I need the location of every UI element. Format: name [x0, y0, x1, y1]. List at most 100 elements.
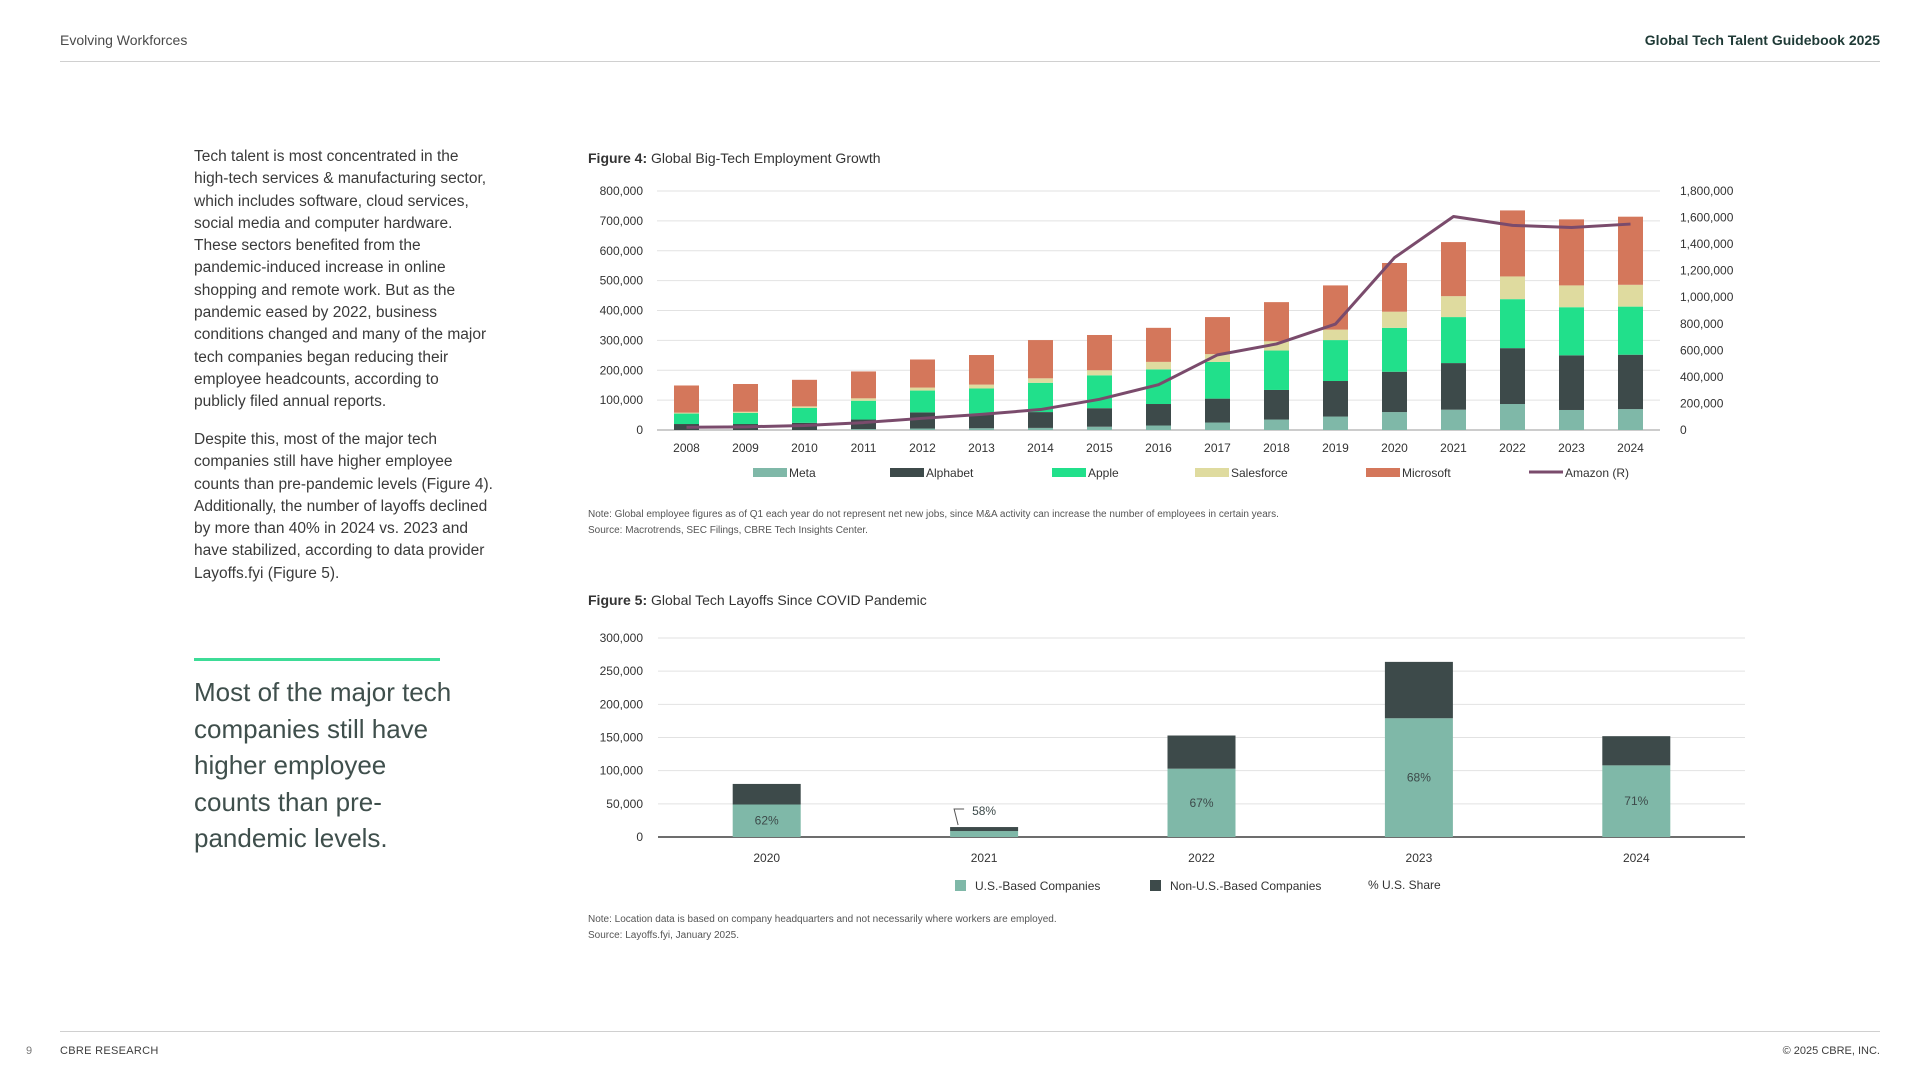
footer-copyright: © 2025 CBRE, INC.	[1782, 1045, 1880, 1057]
bar-segment-salesforce	[1559, 285, 1584, 308]
bar-segment-alphabet	[1500, 348, 1525, 405]
page-number: 9	[26, 1045, 33, 1057]
legend-label: Non-U.S.-Based Companies	[1170, 879, 1321, 893]
legend-swatch	[1150, 880, 1161, 891]
bar-segment-salesforce	[1028, 378, 1053, 383]
bar-segment-salesforce	[792, 406, 817, 408]
x-tick-label: 2015	[1086, 441, 1113, 455]
us-bar	[1384, 718, 1453, 837]
y-tick-label: 100,000	[600, 764, 644, 778]
bar-segment-meta	[969, 428, 994, 430]
legend-swatch	[1366, 468, 1400, 477]
bar-segment-apple	[1087, 375, 1112, 409]
figure-5-source: Source: Layoffs.fyi, January 2025.	[588, 930, 740, 941]
bar-segment-alphabet	[1382, 371, 1407, 413]
figure-4-title: Figure 4: Global Big-Tech Employment Gro…	[588, 150, 881, 166]
x-tick-label: 2020	[1381, 441, 1408, 455]
x-tick-label: 2020	[753, 851, 780, 865]
bar-segment-apple	[1205, 361, 1230, 399]
y-tick-label: 300,000	[600, 631, 644, 645]
bar-segment-microsoft	[792, 379, 817, 407]
x-tick-label: 2022	[1188, 851, 1215, 865]
bar-segment-apple	[792, 407, 817, 423]
footer-brand: CBRE RESEARCH	[60, 1045, 159, 1057]
bar-segment-alphabet	[1618, 354, 1643, 410]
y2-tick-label: 600,000	[1680, 343, 1724, 357]
legend-swatch	[1052, 468, 1086, 477]
us-bar	[950, 831, 1019, 837]
bar-segment-salesforce	[851, 398, 876, 401]
x-tick-label: 2013	[968, 441, 995, 455]
x-tick-label: 2024	[1623, 851, 1650, 865]
bar-segment-apple	[969, 388, 994, 414]
legend-label: U.S.-Based Companies	[975, 879, 1100, 893]
bar-segment-microsoft	[910, 359, 935, 388]
y-tick-label: 300,000	[600, 333, 644, 347]
section-title: Evolving Workforces	[60, 32, 188, 48]
legend-swatch	[890, 468, 924, 477]
bar-segment-meta	[1146, 425, 1171, 430]
x-tick-label: 2010	[791, 441, 818, 455]
legend-label: Amazon (R)	[1565, 466, 1629, 480]
y2-tick-label: 0	[1680, 423, 1687, 437]
legend-swatch	[955, 880, 966, 891]
body-paragraph-1: Tech talent is most concentrated in the …	[194, 148, 487, 411]
bar-segment-microsoft	[674, 385, 699, 413]
y-tick-label: 600,000	[600, 244, 644, 258]
share-leader-line	[953, 808, 965, 826]
bar-segment-apple	[1323, 340, 1348, 382]
figure-4-note: Note: Global employee figures as of Q1 e…	[588, 509, 1279, 520]
figure-5-caption: Global Tech Layoffs Since COVID Pandemic	[651, 592, 927, 608]
y2-tick-label: 200,000	[1680, 396, 1724, 410]
bar-segment-salesforce	[674, 412, 699, 414]
bar-segment-apple	[1382, 327, 1407, 372]
bar-segment-microsoft	[1500, 210, 1525, 277]
bar-segment-apple	[1500, 299, 1525, 349]
publication-title: Global Tech Talent Guidebook 2025	[1644, 32, 1880, 48]
bar-segment-meta	[1028, 427, 1053, 430]
bar-segment-microsoft	[1146, 327, 1171, 362]
x-tick-label: 2011	[851, 441, 877, 455]
bar-segment-microsoft	[1382, 262, 1407, 312]
figure-5-title: Figure 5: Global Tech Layoffs Since COVI…	[588, 592, 927, 608]
y2-tick-label: 400,000	[1680, 370, 1724, 384]
bar-segment-alphabet	[1323, 381, 1348, 417]
y2-tick-label: 1,400,000	[1680, 237, 1734, 251]
bar-segment-alphabet	[1028, 412, 1053, 428]
bar-segment-meta	[1087, 426, 1112, 430]
bar-segment-salesforce	[1323, 329, 1348, 341]
us-bar	[732, 804, 801, 837]
bar-segment-meta	[1559, 409, 1584, 430]
pull-quote: Most of the major tech companies still h…	[194, 677, 452, 853]
y-tick-label: 150,000	[600, 731, 644, 745]
bar-segment-meta	[1264, 419, 1289, 430]
bar-segment-apple	[910, 390, 935, 413]
figure-4-notes: Note: Global employee figures as of Q1 e…	[588, 507, 1279, 539]
bar-segment-salesforce	[1146, 361, 1171, 370]
x-tick-label: 2008	[673, 441, 700, 455]
x-tick-label: 2021	[971, 851, 998, 865]
y-tick-label: 100,000	[600, 393, 644, 407]
bar-segment-salesforce	[1264, 341, 1289, 351]
bar-segment-meta	[1205, 422, 1230, 430]
x-tick-label: 2021	[1440, 441, 1467, 455]
x-tick-label: 2012	[909, 441, 936, 455]
y-tick-label: 700,000	[600, 214, 644, 228]
share-label: 71%	[1624, 794, 1648, 808]
employment-growth-chart: 0 100,000 200,000 300,000 400,000 500,000 600,…	[600, 184, 1734, 480]
y2-tick-label: 1,800,000	[1680, 184, 1734, 198]
bar-segment-meta	[851, 429, 876, 430]
legend-label-share: % U.S. Share	[1368, 878, 1441, 892]
bar-segment-apple	[1441, 317, 1466, 364]
x-tick-label: 2022	[1499, 441, 1526, 455]
bar-segment-meta	[1382, 412, 1407, 430]
bar-segment-apple	[1264, 350, 1289, 390]
bar-segment-microsoft	[851, 371, 876, 399]
layoffs-chart: 0 50,000 100,000 150,000 200,000 250,000 300,0…	[600, 631, 1745, 893]
bar-segment-alphabet	[1559, 355, 1584, 410]
bar-segment-microsoft	[1087, 334, 1112, 371]
bar-segment-microsoft	[1559, 219, 1584, 286]
figure-5-label: Figure 5:	[588, 592, 648, 608]
x-tick-label: 2024	[1617, 441, 1644, 455]
y2-tick-label: 1,600,000	[1680, 211, 1734, 225]
